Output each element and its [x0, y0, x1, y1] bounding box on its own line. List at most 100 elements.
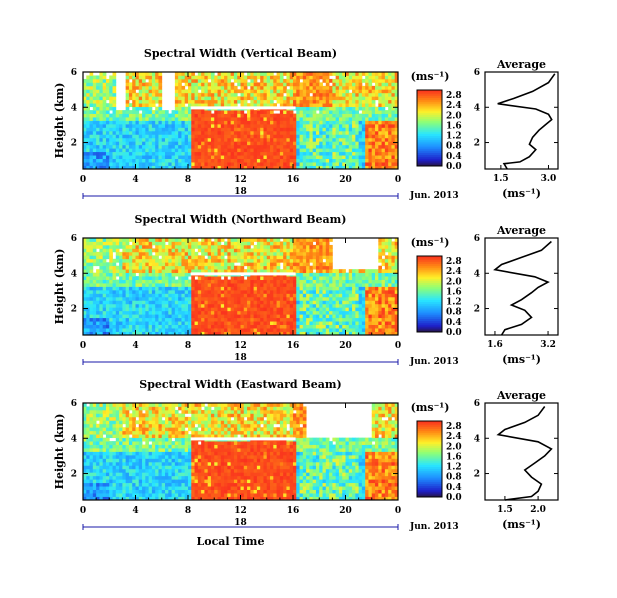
heatmap-cell — [92, 258, 97, 263]
heatmap-cell — [256, 158, 261, 163]
heatmap-cell — [102, 272, 107, 277]
heatmap-cell — [227, 310, 232, 315]
heatmap-cell — [89, 99, 94, 104]
heatmap-cell — [132, 289, 136, 294]
heatmap-cell — [178, 130, 182, 135]
heatmap-cell — [135, 321, 140, 325]
heatmap-cell — [178, 241, 182, 246]
heatmap-cell — [227, 113, 232, 118]
heatmap-cell — [92, 283, 97, 287]
heatmap-cell — [368, 75, 373, 80]
heatmap-cell — [145, 300, 150, 305]
heatmap-cell — [174, 123, 179, 128]
heatmap-cell — [112, 296, 117, 301]
heatmap-cell — [174, 113, 179, 118]
heatmap-cell — [220, 96, 225, 101]
heatmap-cell — [256, 293, 261, 298]
heatmap-cell — [391, 106, 396, 111]
heatmap-cell — [148, 99, 153, 104]
heatmap-cell — [322, 106, 327, 111]
heatmap-cell — [256, 137, 261, 142]
heatmap-cell — [348, 103, 353, 108]
heatmap-cell — [158, 262, 163, 267]
heatmap-cell — [250, 162, 255, 166]
heatmap-cell — [315, 300, 320, 305]
heatmap-cell — [233, 328, 238, 332]
heatmap-cell — [155, 78, 159, 83]
heatmap-cell — [194, 78, 199, 83]
heatmap-cell — [184, 258, 189, 263]
heatmap-cell — [168, 241, 172, 246]
heatmap-cell — [361, 307, 366, 312]
heatmap-cell — [191, 96, 195, 101]
heatmap-cell — [135, 103, 140, 108]
heatmap-cell — [325, 262, 330, 267]
heatmap-cell — [102, 265, 107, 270]
heatmap-cell — [279, 148, 284, 153]
heatmap-cell — [237, 162, 241, 166]
heatmap-cell — [233, 265, 238, 270]
heatmap-cell — [145, 92, 150, 97]
heatmap-cell — [381, 151, 386, 156]
heatmap-cell — [365, 110, 369, 114]
heatmap-cell — [388, 130, 392, 135]
heatmap-cell — [247, 262, 251, 267]
heatmap-cell — [99, 317, 104, 322]
heatmap-cell — [391, 151, 396, 156]
heatmap-cell — [92, 117, 97, 121]
heatmap-cell — [194, 244, 199, 249]
heatmap-cell — [132, 120, 136, 125]
heatmap-cell — [375, 130, 379, 135]
heatmap-cell — [201, 300, 205, 305]
heatmap-cell — [135, 289, 140, 294]
heatmap-cell — [181, 262, 186, 267]
heatmap-cell — [115, 113, 120, 118]
heatmap-cell — [86, 265, 90, 270]
heatmap-cell — [348, 117, 353, 121]
heatmap-cell — [119, 258, 123, 263]
heatmap-cell — [388, 89, 392, 94]
heatmap-cell — [220, 72, 225, 76]
heatmap-cell — [168, 276, 172, 280]
heatmap-cell — [315, 120, 320, 125]
heatmap-cell — [279, 258, 284, 263]
heatmap-cell — [178, 296, 182, 301]
heatmap-cell — [158, 151, 163, 156]
heatmap-cell — [132, 258, 136, 263]
heatmap-cell — [319, 99, 323, 104]
heatmap-cell — [315, 155, 320, 159]
heatmap-cell — [201, 96, 205, 101]
heatmap-cell — [204, 137, 209, 142]
heatmap-cell — [220, 117, 225, 121]
heatmap-cell — [151, 155, 156, 159]
heatmap-cell — [276, 238, 281, 242]
heatmap-cell — [227, 262, 232, 267]
heatmap-cell — [286, 72, 291, 76]
heatmap-cell — [302, 113, 307, 118]
heatmap-cell — [184, 255, 189, 260]
heatmap-cell — [188, 317, 192, 322]
heatmap-cell — [128, 283, 133, 287]
heatmap-cell — [178, 141, 182, 146]
heatmap-cell — [289, 255, 294, 260]
heatmap-cell — [122, 331, 127, 336]
heatmap-cell — [260, 314, 264, 319]
heatmap-cell — [293, 241, 297, 246]
heatmap-cell — [92, 279, 97, 284]
heatmap-cell — [115, 127, 120, 132]
heatmap-cell — [174, 279, 179, 284]
heatmap-cell — [352, 272, 356, 277]
heatmap-cell — [306, 303, 310, 308]
heatmap-cell — [260, 276, 264, 280]
heatmap-cell — [99, 78, 104, 83]
heatmap-cell — [335, 162, 340, 166]
heatmap-cell — [279, 75, 284, 80]
heatmap-cell — [86, 238, 90, 242]
heatmap-cell — [250, 134, 255, 139]
heatmap-cell — [89, 127, 94, 132]
colorbar-label: 1.2 — [446, 132, 462, 142]
heatmap-cell — [312, 72, 317, 76]
heatmap-cell — [283, 120, 287, 125]
heatmap-cell — [161, 289, 166, 294]
heatmap-cell — [266, 158, 271, 163]
